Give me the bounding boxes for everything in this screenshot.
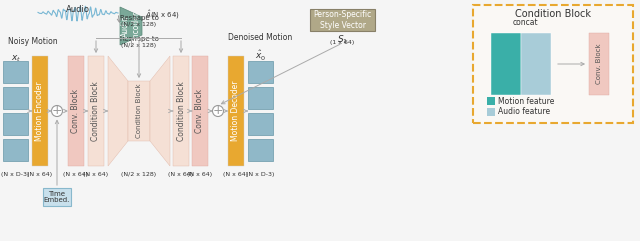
Text: $x_t$: $x_t$: [11, 53, 21, 63]
Bar: [487, 108, 495, 116]
Bar: [128, 81, 150, 141]
Text: Conv. Block: Conv. Block: [72, 89, 81, 133]
Text: (N x 64): (N x 64): [63, 172, 88, 177]
Text: Motion Decoder: Motion Decoder: [232, 81, 241, 141]
Text: +: +: [52, 105, 62, 118]
Bar: [491, 33, 521, 95]
Text: Conv. Block: Conv. Block: [596, 44, 602, 84]
Bar: [310, 9, 375, 31]
Bar: [32, 56, 48, 166]
Text: (N x D-3): (N x D-3): [246, 172, 275, 177]
Text: $S_1$: $S_1$: [337, 33, 348, 46]
Bar: [3, 113, 28, 135]
Text: Person-Specific
Style Vector: Person-Specific Style Vector: [314, 10, 372, 30]
FancyBboxPatch shape: [473, 5, 633, 123]
Text: Audio: Audio: [66, 5, 90, 14]
Text: Time
Embed.: Time Embed.: [44, 190, 70, 203]
Bar: [68, 56, 84, 166]
Bar: [3, 139, 28, 161]
Bar: [3, 87, 28, 109]
Text: Condition Block: Condition Block: [92, 81, 100, 141]
Text: Motion Encoder: Motion Encoder: [35, 81, 45, 141]
Bar: [228, 56, 244, 166]
Bar: [3, 61, 28, 83]
Bar: [88, 56, 104, 166]
Text: Reshape to: Reshape to: [120, 15, 159, 21]
Text: (N x 64): (N x 64): [188, 172, 212, 177]
Text: Condition Block: Condition Block: [515, 9, 591, 19]
Text: (N x 64): (N x 64): [28, 172, 52, 177]
Text: concat: concat: [512, 18, 538, 27]
Text: (N/2 x 128): (N/2 x 128): [122, 22, 157, 27]
Text: Noisy Motion: Noisy Motion: [8, 37, 58, 46]
Polygon shape: [108, 56, 128, 166]
Text: Motion feature: Motion feature: [498, 96, 554, 106]
Bar: [589, 33, 609, 95]
Bar: [43, 188, 71, 206]
Text: $\hat{A}$(N x 64): $\hat{A}$(N x 64): [145, 9, 180, 21]
Text: (N x 64): (N x 64): [83, 172, 109, 177]
Text: (N/2 x 128): (N/2 x 128): [122, 43, 157, 48]
Text: Conv. Block: Conv. Block: [195, 89, 205, 133]
Text: Audio feature: Audio feature: [498, 107, 550, 116]
Text: (N x 64): (N x 64): [168, 172, 193, 177]
Circle shape: [212, 106, 223, 116]
Bar: [248, 113, 273, 135]
Text: +: +: [212, 105, 223, 118]
Text: Reshape to: Reshape to: [120, 36, 159, 42]
Bar: [248, 61, 273, 83]
Text: Condition Block: Condition Block: [136, 84, 142, 138]
Text: $\hat{x}_0$: $\hat{x}_0$: [255, 49, 266, 63]
Text: Denoised Motion: Denoised Motion: [228, 33, 292, 42]
Polygon shape: [150, 56, 170, 166]
Text: Audio
Encoder: Audio Encoder: [122, 10, 141, 41]
Polygon shape: [120, 7, 142, 45]
Text: Condition Block: Condition Block: [177, 81, 186, 141]
Bar: [487, 97, 495, 105]
Bar: [248, 87, 273, 109]
Circle shape: [51, 106, 63, 116]
Bar: [173, 56, 189, 166]
Text: (N/2 x 128): (N/2 x 128): [122, 172, 157, 177]
Bar: [521, 33, 551, 95]
Bar: [248, 139, 273, 161]
Text: (N x D-3): (N x D-3): [1, 172, 29, 177]
Bar: [192, 56, 208, 166]
Text: (N x 64): (N x 64): [223, 172, 248, 177]
Text: (1 x 64): (1 x 64): [330, 40, 355, 45]
